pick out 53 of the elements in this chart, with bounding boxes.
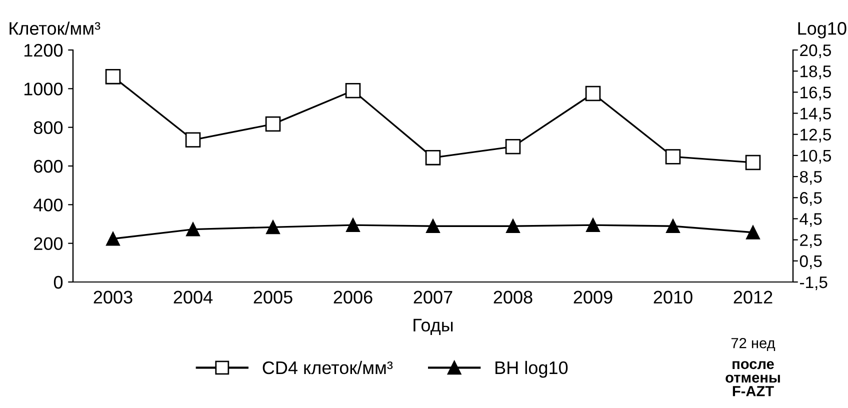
- y-tick-label: 1200: [24, 44, 63, 57]
- y-tick-label: 1000: [24, 82, 63, 96]
- y2-tick-label: 6,5: [800, 192, 822, 206]
- y2-tick-label: 8,5: [800, 170, 822, 185]
- point: [265, 116, 281, 132]
- point: [106, 232, 120, 246]
- y-tick-label: 800: [34, 121, 63, 134]
- y2-tick-label: 18,5: [800, 65, 831, 80]
- x-tick-label: 2008: [494, 290, 532, 304]
- y2-tick-label: 20,5: [800, 44, 831, 58]
- point: [425, 150, 441, 166]
- point: [266, 220, 280, 234]
- y2-tick-label: 0,5: [800, 255, 822, 270]
- x-tick-label: 2009: [574, 290, 612, 304]
- point: [745, 154, 761, 170]
- x-tick-label: 2005: [254, 290, 292, 304]
- point: [345, 82, 361, 98]
- point: [586, 218, 600, 232]
- y2-axis-title: Log10: [798, 22, 846, 38]
- text: 72 нед: [731, 338, 776, 352]
- x-tick-label: 2012: [734, 290, 772, 304]
- text: после отмены F-AZT: [726, 361, 780, 396]
- point: [505, 139, 521, 154]
- point: [186, 222, 200, 236]
- y-tick-label: 400: [34, 198, 63, 212]
- y2-tick-label: 14,5: [800, 108, 831, 122]
- point: [426, 219, 440, 234]
- point: [346, 218, 360, 232]
- point: [665, 149, 681, 164]
- y2-tick-label: 2,5: [800, 234, 822, 248]
- y-tick-label: 0: [54, 276, 63, 289]
- x-tick-label: 2003: [94, 290, 132, 304]
- x-tick-label: 2006: [334, 290, 372, 304]
- point: [585, 86, 601, 102]
- legend-label: ВН log10: [496, 360, 568, 378]
- legend-label: CD4 клеток/мм³: [262, 360, 393, 374]
- y2-tick-label: 16,5: [800, 86, 831, 100]
- x-tick-label: 2004: [174, 290, 213, 304]
- x-tick-label: 2010: [654, 290, 692, 304]
- y2-tick-label: -1,5: [800, 276, 828, 290]
- x-tick-label: 2007: [414, 290, 452, 304]
- point: [105, 69, 121, 84]
- point: [185, 132, 201, 148]
- point: [746, 225, 760, 240]
- y-tick-label: 200: [34, 237, 63, 250]
- y2-tick-label: 12,5: [800, 128, 831, 143]
- x-axis-title: Годы: [414, 318, 453, 335]
- point: [506, 219, 520, 234]
- y-tick-label: 600: [34, 160, 63, 173]
- y2-tick-label: 10,5: [800, 150, 831, 164]
- y2-tick-label: 4,5: [800, 213, 822, 227]
- point: [666, 219, 680, 234]
- y-axis-title: Клеток/мм³: [10, 22, 100, 35]
